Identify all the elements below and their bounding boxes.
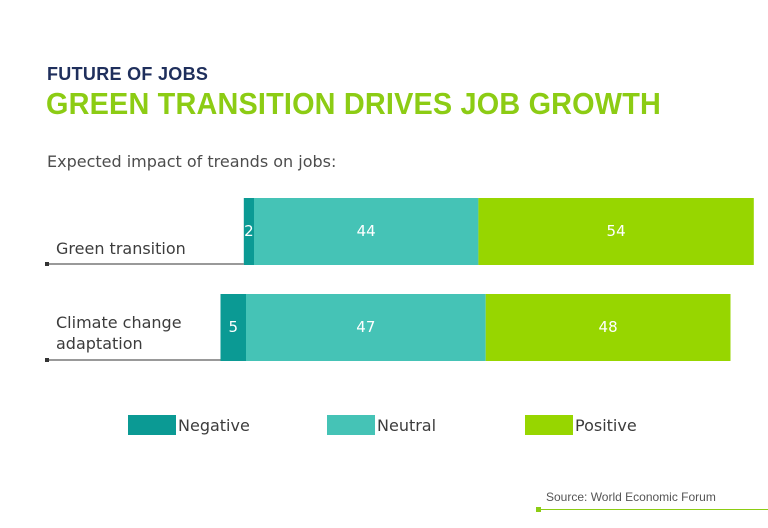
legend-swatch-neutral [327,415,375,435]
source-note: Source: World Economic Forum [546,490,716,504]
legend-negative: Negative [128,414,250,436]
bar-segment-negative [243,198,254,265]
source-rule [538,509,768,510]
bar-segment-negative [220,294,246,361]
legend-label-negative: Negative [178,415,250,435]
chart-subtitle: Expected impact of treands on jobs: [47,152,337,171]
data-label-neutral: 47 [356,318,375,336]
category-guide-dot [45,358,49,362]
data-label-positive: 54 [607,222,626,240]
legend-swatch-positive [525,415,573,435]
legend-label-positive: Positive [575,415,637,435]
legend-label-neutral: Neutral [377,415,437,435]
legend-swatch-negative [128,415,176,435]
legend-positive: Positive [525,414,637,436]
data-label-negative: 2 [244,222,254,240]
data-label-neutral: 44 [357,222,376,240]
chart-title: GREEN TRANSITION DRIVES JOB GROWTH [46,86,662,121]
bar-segment-neutral [254,198,479,265]
chart-kicker: FUTURE OF JOBS [47,64,209,84]
data-label-positive: 48 [599,318,618,336]
bar-segment-positive [478,198,754,265]
bar-segment-neutral [246,294,486,361]
source-rule-dot [536,507,541,512]
category-label: Climate change [56,313,182,332]
legend-neutral: Neutral [327,414,436,436]
data-label-negative: 5 [228,318,238,336]
bar-segment-positive [485,294,731,361]
stacked-bar-chart: 2 44 54 Green transition 5 47 48 Climate change… [45,198,754,362]
category-guide-dot [45,262,49,266]
category-label: adaptation [56,334,143,353]
category-label: Green transition [56,239,186,258]
